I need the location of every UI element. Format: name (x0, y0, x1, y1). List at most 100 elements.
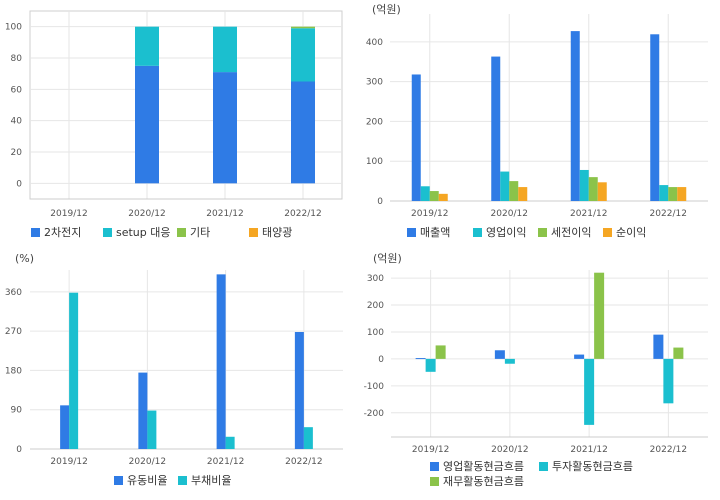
legend-swatch (538, 228, 547, 237)
x-tick-label: 2019/12 (50, 209, 87, 219)
bar-유동비율-2019/12 (60, 405, 70, 449)
x-tick-label: 2021/12 (570, 445, 607, 455)
y-tick-label: 0 (16, 445, 22, 455)
chart-income: (억원) 0 100 200 300 400 2019/12 2020/12 2021/12 20… (366, 3, 708, 239)
y-tick-label: 360 (5, 288, 22, 298)
legend-label: setup 대응 (116, 226, 171, 239)
bar-매출액-2019/12 (411, 74, 421, 201)
bar-투자활동현금흐름-2019/12 (425, 358, 436, 372)
bar-세전이익-2021/12 (588, 177, 598, 201)
x-tick-label: 2020/12 (128, 209, 165, 219)
x-tick-label: 2020/12 (129, 457, 166, 467)
x-tick-label: 2020/12 (491, 445, 528, 455)
unit-label: (%) (15, 252, 34, 265)
bar-투자활동현금흐름-2021/12 (584, 358, 595, 425)
bar-영업활동현금흐름-2022/12 (653, 334, 664, 359)
y-tick-label: -100 (364, 382, 385, 392)
legend-label: 기타 (190, 226, 210, 239)
legend-ratios: 유동비율 부채비율 (114, 474, 231, 487)
x-tick-label: 2021/12 (570, 209, 607, 219)
plot-area (29, 10, 343, 200)
bar-순이익-2020/12 (518, 187, 528, 201)
bar-setup 대응-2021/12 (213, 26, 237, 73)
y-tick-label: 100 (5, 23, 22, 33)
y-tick-label: 100 (366, 157, 383, 167)
bar-영업활동현금흐름-2021/12 (574, 354, 585, 359)
bar-부채비율-2020/12 (147, 410, 157, 449)
legend-label: 유동비율 (127, 474, 167, 487)
legend-swatch (249, 228, 258, 237)
y-tick-label: 270 (5, 327, 22, 337)
bar-부채비율-2022/12 (303, 427, 313, 449)
y-tick-label: 300 (366, 78, 383, 88)
x-tick-label: 2022/12 (285, 457, 322, 467)
legend-label: 투자활동현금흐름 (552, 459, 633, 473)
x-tick-label: 2021/12 (207, 457, 244, 467)
bar-재무활동현금흐름-2021/12 (594, 272, 605, 359)
y-tick-label: 40 (11, 117, 23, 127)
y-tick-label: 200 (367, 301, 384, 311)
y-tick-label: 80 (11, 54, 23, 64)
y-tick-label: 100 (367, 328, 384, 338)
bar-영업이익-2019/12 (420, 186, 430, 201)
bar-2차전지-2022/12 (291, 81, 315, 184)
legend-swatch (473, 228, 482, 237)
bar-유동비율-2021/12 (216, 274, 226, 449)
x-tick-label: 2022/12 (650, 445, 687, 455)
x-tick-label: 2020/12 (491, 209, 528, 219)
plot-area (30, 270, 343, 449)
bar-영업활동현금흐름-2019/12 (415, 358, 426, 360)
legend-swatch (178, 476, 187, 485)
x-tick-label: 2019/12 (50, 457, 87, 467)
legend-swatch (539, 462, 548, 471)
chart-ratios: (%) 0 90 180 270 360 2019/12 2020/12 2021/12 2022… (5, 252, 343, 487)
bar-2차전지-2021/12 (213, 72, 237, 184)
y-tick-label: 180 (5, 366, 22, 376)
legend-label: 태양광 (262, 226, 292, 239)
legend-swatch (177, 228, 186, 237)
legend-swatch (430, 477, 439, 486)
y-tick-label: -200 (364, 409, 385, 419)
y-tick-label: 20 (11, 148, 23, 158)
legend-composition: 2차전지 setup 대응 기타 태양광 (31, 226, 292, 239)
bar-세전이익-2022/12 (668, 187, 678, 201)
bar-영업활동현금흐름-2020/12 (494, 350, 505, 359)
legend-label: 영업활동현금흐름 (443, 459, 524, 473)
legend-swatch (103, 228, 112, 237)
x-tick-label: 2022/12 (650, 209, 687, 219)
x-tick-label: 2021/12 (206, 209, 243, 219)
unit-label: (억원) (372, 3, 401, 16)
legend-label: 영업이익 (486, 226, 526, 239)
bar-매출액-2022/12 (650, 34, 660, 201)
legend-label: 2차전지 (44, 226, 81, 239)
bar-순이익-2022/12 (677, 187, 687, 201)
unit-label: (억원) (373, 252, 402, 265)
bar-세전이익-2019/12 (429, 191, 439, 201)
y-tick-label: 0 (16, 179, 22, 189)
x-tick-label: 2022/12 (284, 209, 321, 219)
bar-영업이익-2022/12 (659, 185, 669, 201)
legend-swatch (430, 462, 439, 471)
bar-기타-2022/12 (291, 26, 315, 29)
bar-부채비율-2019/12 (69, 292, 79, 449)
bar-2차전지-2020/12 (135, 65, 159, 184)
y-tick-label: 300 (367, 274, 384, 284)
bar-setup 대응-2022/12 (291, 28, 315, 82)
y-tick-label: 0 (378, 355, 384, 365)
chart-composition: 0 20 40 60 80 100 2019/12 2020/12 2021/12 2022/12… (5, 10, 343, 239)
bar-유동비율-2022/12 (294, 331, 304, 449)
bar-재무활동현금흐름-2019/12 (435, 345, 446, 359)
bar-순이익-2021/12 (597, 182, 607, 201)
legend-income: 매출액 영업이익 세전이익 순이익 (407, 226, 646, 239)
legend-label: 부채비율 (191, 474, 231, 487)
legend-swatch (114, 476, 123, 485)
bar-세전이익-2020/12 (509, 181, 519, 201)
bar-투자활동현금흐름-2022/12 (663, 358, 674, 404)
y-tick-label: 60 (11, 85, 23, 95)
y-tick-label: 0 (377, 197, 383, 207)
bar-영업이익-2020/12 (500, 171, 510, 201)
bar-매출액-2020/12 (491, 56, 501, 201)
